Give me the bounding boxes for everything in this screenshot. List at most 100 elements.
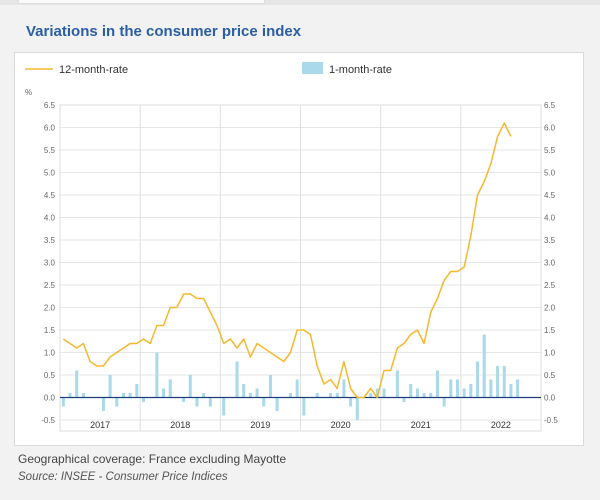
coverage-note: Geographical coverage: France excluding … bbox=[18, 452, 287, 466]
bar-1-month-rate bbox=[255, 388, 259, 398]
bar-1-month-rate bbox=[235, 361, 239, 398]
bar-1-month-rate bbox=[342, 379, 346, 398]
y-tick-label-left: 6.5 bbox=[44, 101, 56, 110]
source-note: Source: INSEE - Consumer Price Indices bbox=[18, 471, 228, 483]
bar-1-month-rate bbox=[135, 384, 139, 398]
x-year-label: 2021 bbox=[411, 420, 431, 430]
y-tick-label-left: -0.5 bbox=[41, 416, 55, 425]
bar-1-month-rate bbox=[409, 384, 413, 398]
bar-1-month-rate bbox=[335, 393, 339, 398]
bar-1-month-rate bbox=[162, 388, 166, 398]
bar-1-month-rate bbox=[81, 393, 85, 398]
bar-1-month-rate bbox=[375, 388, 379, 398]
y-tick-label-left: 2.5 bbox=[44, 281, 56, 290]
bar-1-month-rate bbox=[128, 393, 132, 398]
y-tick-label-left: 3.5 bbox=[44, 236, 56, 245]
y-tick-label-left: 4.5 bbox=[44, 191, 56, 200]
bar-1-month-rate bbox=[496, 366, 500, 398]
y-tick-label-right: 2.5 bbox=[544, 281, 556, 290]
bar-1-month-rate bbox=[415, 388, 419, 398]
bar-1-month-rate bbox=[248, 393, 252, 398]
y-tick-label-right: 3.5 bbox=[544, 236, 556, 245]
bar-1-month-rate bbox=[142, 397, 146, 402]
bar-1-month-rate bbox=[262, 397, 266, 407]
bar-1-month-rate bbox=[188, 375, 192, 398]
y-tick-label-right: 1.0 bbox=[544, 349, 556, 358]
y-tick-label-right: 3.0 bbox=[544, 259, 556, 268]
bar-1-month-rate bbox=[462, 388, 466, 398]
chart-panel: 12-month-rate 1-month-rate% 6.5 6.5 6.0 6.0 5.… bbox=[14, 52, 584, 446]
y-tick-label-right: -0.5 bbox=[544, 416, 558, 425]
legend-bar-swatch bbox=[302, 62, 323, 74]
bar-1-month-rate bbox=[449, 379, 453, 398]
bar-1-month-rate bbox=[115, 397, 119, 407]
y-tick-label-left: 5.0 bbox=[44, 169, 56, 178]
y-tick-label-left: 6.0 bbox=[44, 124, 56, 133]
bar-1-month-rate bbox=[168, 379, 172, 398]
bar-1-month-rate bbox=[482, 334, 486, 398]
bar-1-month-rate bbox=[108, 375, 112, 398]
bar-1-month-rate bbox=[295, 379, 299, 398]
bar-1-month-rate bbox=[349, 397, 353, 407]
bar-1-month-rate bbox=[395, 370, 399, 398]
chart-svg: 12-month-rate 1-month-rate% 6.5 6.5 6.0 6.0 5.… bbox=[25, 62, 558, 432]
bar-1-month-rate bbox=[61, 397, 65, 407]
bar-1-month-rate bbox=[315, 393, 319, 398]
bar-1-month-rate bbox=[268, 375, 272, 398]
y-tick-label-left: 0.0 bbox=[44, 394, 56, 403]
y-tick-label-right: 6.0 bbox=[544, 124, 556, 133]
bar-1-month-rate bbox=[382, 388, 386, 398]
y-tick-label-right: 4.0 bbox=[544, 214, 556, 223]
plot-frame bbox=[59, 104, 542, 432]
bar-1-month-rate bbox=[182, 397, 186, 402]
legend-bar-label: 1-month-rate bbox=[329, 64, 392, 76]
bar-1-month-rate bbox=[455, 379, 459, 398]
x-year-label: 2019 bbox=[250, 420, 270, 430]
bar-1-month-rate bbox=[155, 352, 159, 398]
bar-1-month-rate bbox=[329, 393, 333, 398]
y-tick-label-right: 6.5 bbox=[544, 101, 556, 110]
x-year-label: 2018 bbox=[170, 420, 190, 430]
bar-1-month-rate bbox=[208, 397, 212, 407]
y-tick-label-right: 5.0 bbox=[544, 169, 556, 178]
bar-1-month-rate bbox=[442, 397, 446, 407]
bar-1-month-rate bbox=[422, 393, 426, 398]
y-tick-label-right: 0.0 bbox=[544, 394, 556, 403]
bar-1-month-rate bbox=[121, 393, 125, 398]
y-tick-label-left: 1.5 bbox=[44, 326, 56, 335]
y-tick-label-right: 5.5 bbox=[544, 146, 556, 155]
y-unit-label: % bbox=[25, 88, 32, 97]
y-tick-label-left: 1.0 bbox=[44, 349, 56, 358]
bar-1-month-rate bbox=[275, 397, 279, 411]
y-tick-label-right: 4.5 bbox=[544, 191, 556, 200]
x-year-label: 2017 bbox=[90, 420, 110, 430]
bar-1-month-rate bbox=[202, 393, 206, 398]
y-tick-label-left: 2.0 bbox=[44, 304, 56, 313]
bar-1-month-rate bbox=[402, 397, 406, 402]
y-tick-label-right: 2.0 bbox=[544, 304, 556, 313]
bar-1-month-rate bbox=[288, 393, 292, 398]
bar-1-month-rate bbox=[509, 384, 513, 398]
bar-1-month-rate bbox=[489, 379, 493, 398]
x-year-label: 2022 bbox=[491, 420, 511, 430]
top-strip bbox=[0, 0, 600, 5]
bar-1-month-rate bbox=[222, 397, 226, 416]
bar-1-month-rate bbox=[355, 397, 359, 420]
bar-1-month-rate bbox=[68, 393, 72, 398]
bar-1-month-rate bbox=[429, 393, 433, 398]
y-tick-label-left: 0.5 bbox=[44, 371, 56, 380]
bar-1-month-rate bbox=[476, 361, 480, 398]
bar-1-month-rate bbox=[369, 393, 373, 398]
top-tab[interactable] bbox=[18, 0, 265, 4]
y-tick-label-left: 5.5 bbox=[44, 146, 56, 155]
bar-1-month-rate bbox=[101, 397, 105, 411]
bar-1-month-rate bbox=[435, 370, 439, 398]
chart-title: Variations in the consumer price index bbox=[26, 23, 302, 40]
y-tick-label-left: 3.0 bbox=[44, 259, 56, 268]
bar-1-month-rate bbox=[195, 397, 199, 407]
bar-1-month-rate bbox=[242, 384, 246, 398]
y-tick-label-right: 0.5 bbox=[544, 371, 556, 380]
bar-1-month-rate bbox=[502, 366, 506, 398]
bar-1-month-rate bbox=[469, 384, 473, 398]
x-year-label: 2020 bbox=[331, 420, 351, 430]
